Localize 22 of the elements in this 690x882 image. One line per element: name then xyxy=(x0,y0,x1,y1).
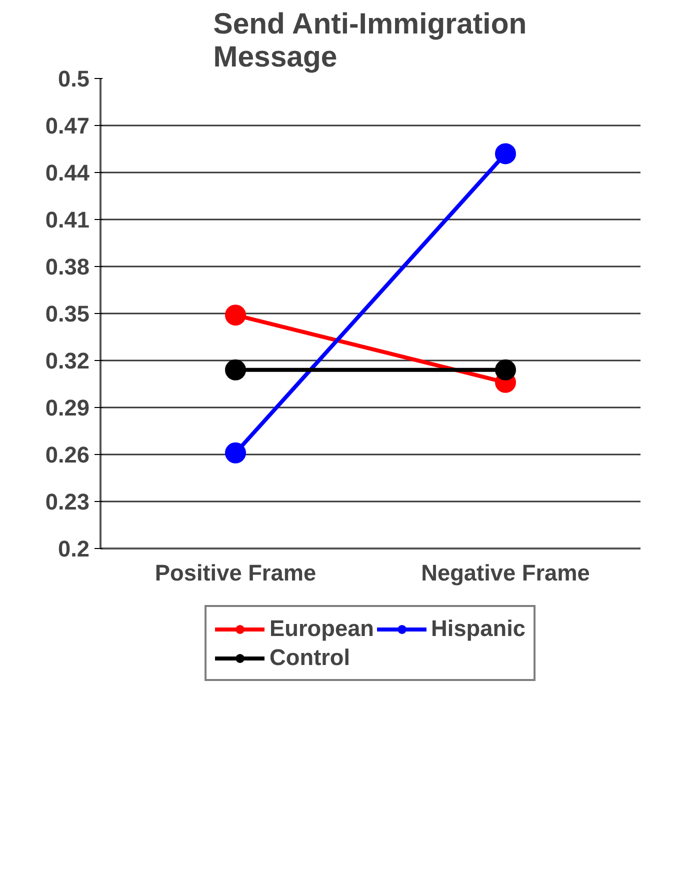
legend-label: European xyxy=(270,615,374,642)
point xyxy=(225,442,246,464)
y-tick-label: 0.41 xyxy=(45,206,90,232)
y-tick-label: 0.47 xyxy=(45,112,90,138)
point xyxy=(225,359,246,380)
y-tick-label: 0.35 xyxy=(45,300,90,326)
x-tick-label: Negative Frame xyxy=(421,560,590,586)
legend-label: Hispanic xyxy=(431,615,526,642)
y-tick-label: 0.2 xyxy=(58,536,90,562)
y-tick-label: 0.29 xyxy=(45,394,90,420)
legend-label: Control xyxy=(270,644,350,671)
y-tick-label: 0.38 xyxy=(45,254,90,280)
y-tick-label: 0.26 xyxy=(45,442,90,468)
y-tick-label: 0.44 xyxy=(45,160,90,186)
chart-title: Send Anti-Immigration Message xyxy=(213,8,527,74)
y-tick-label: 0.5 xyxy=(58,66,90,92)
y-tick-label: 0.23 xyxy=(45,488,90,514)
y-tick-label: 0.32 xyxy=(45,348,90,374)
point xyxy=(495,143,516,164)
x-tick-label: Positive Frame xyxy=(154,560,316,586)
point xyxy=(495,359,516,380)
point xyxy=(225,304,246,326)
